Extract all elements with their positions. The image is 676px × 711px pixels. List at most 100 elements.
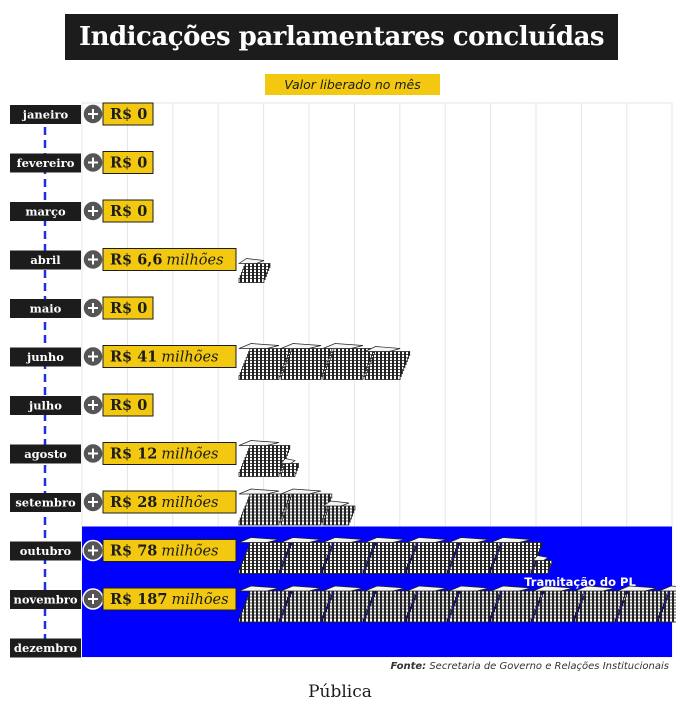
plus-sign[interactable] <box>88 594 98 604</box>
cash-top <box>406 537 448 543</box>
value-number: R$ 6,6 <box>110 252 162 269</box>
cash-top <box>364 346 401 352</box>
plus-sign[interactable] <box>88 109 98 119</box>
plus-sign[interactable] <box>88 448 98 459</box>
plus-circle-icon[interactable] <box>82 394 104 416</box>
plus-sign[interactable] <box>88 497 98 507</box>
cash-bundle <box>669 590 676 596</box>
value-label-box <box>102 490 237 514</box>
plus-sign[interactable] <box>88 400 98 410</box>
value-number: R$ 0 <box>110 106 147 123</box>
cash-bundle <box>665 599 676 605</box>
plus-sign[interactable] <box>88 545 98 556</box>
month-label: fevereiro <box>17 156 75 170</box>
plus-circle-icon[interactable] <box>82 588 104 610</box>
cash-bundle <box>448 617 490 623</box>
chart-subtitle: Valor liberado no mês <box>265 74 440 95</box>
cash-top <box>574 585 616 592</box>
month-label-box <box>10 590 81 609</box>
value-number: R$ 28 <box>110 494 157 511</box>
cash-top <box>238 585 280 592</box>
month-label: novembro <box>14 593 78 607</box>
plus-sign[interactable] <box>88 351 98 362</box>
cash-stack-icon <box>322 343 375 380</box>
plus-circle-icon[interactable] <box>82 103 104 125</box>
value-number: R$ 187 <box>110 591 167 608</box>
value-unit: milhões <box>161 447 218 463</box>
cash-stack-icon <box>448 585 501 623</box>
cash-top <box>238 440 280 446</box>
cash-bundle <box>664 602 676 608</box>
cash-stack-icon <box>322 585 375 623</box>
cash-stack-icon <box>448 537 501 574</box>
chart-row: agosto R$ 12 milhões <box>10 440 300 477</box>
cash-top <box>238 537 280 543</box>
cash-top <box>616 585 658 592</box>
cash-top <box>322 537 364 543</box>
month-label: janeiro <box>22 108 69 122</box>
value-label: R$ 0 <box>110 106 147 123</box>
plus-circle-icon[interactable] <box>82 200 104 222</box>
cash-top <box>406 585 448 592</box>
cash-bundle <box>406 569 448 574</box>
cash-stack-icon <box>532 555 553 574</box>
chart-rows: janeiro R$ 0 fevereiro R$ 0 março R$ 0 abril R$… <box>10 102 676 658</box>
month-label-box <box>10 250 81 270</box>
cash-stack-icon <box>322 537 375 574</box>
plus-sign[interactable] <box>88 254 98 265</box>
cash-top <box>532 585 574 592</box>
cash-bundle <box>532 617 574 623</box>
chart-row: abril R$ 6,6 milhões <box>10 248 271 283</box>
plus-circle-icon[interactable] <box>82 297 104 319</box>
chart-row: março R$ 0 <box>10 199 154 223</box>
cash-bundle <box>663 605 676 611</box>
value-number: R$ 12 <box>110 446 157 463</box>
plus-circle-icon[interactable] <box>82 345 104 368</box>
cash-bundle <box>659 614 676 620</box>
plus-circle-icon[interactable] <box>82 248 104 271</box>
month-label-box <box>10 444 81 464</box>
cash-bundle <box>364 617 406 623</box>
cash-bundle <box>532 569 549 574</box>
cash-stack-icon <box>364 537 417 574</box>
chart-row: janeiro R$ 0 <box>10 102 154 126</box>
plus-sign[interactable] <box>88 303 98 313</box>
cash-stack-icon <box>574 585 627 623</box>
cash-bundle <box>668 593 676 599</box>
month-label-box <box>10 396 81 415</box>
plus-sign[interactable] <box>88 157 98 168</box>
cash-top <box>280 343 322 349</box>
month-label: abril <box>30 253 61 267</box>
plus-circle-icon[interactable] <box>82 442 104 465</box>
plus-sign[interactable] <box>88 206 98 216</box>
chart-row: outubro R$ 78 milhões <box>10 537 553 574</box>
month-label-box <box>10 493 81 512</box>
value-unit: milhões <box>161 495 218 511</box>
cash-stack-icon <box>237 258 271 283</box>
plus-circle-icon[interactable] <box>82 539 104 562</box>
value-label: R$ 12 milhões <box>110 446 219 463</box>
plus-circle-icon[interactable] <box>82 151 104 174</box>
cash-bundle <box>574 617 616 623</box>
cash-bundle <box>238 617 280 623</box>
cash-top <box>280 585 322 592</box>
cash-stack-icon <box>280 458 300 477</box>
month-label: março <box>25 205 66 219</box>
cash-stack-icon <box>321 500 356 526</box>
value-number: R$ 78 <box>110 543 157 560</box>
cash-stack-icon <box>364 346 411 380</box>
cash-top <box>321 500 350 507</box>
cash-bundle <box>238 472 280 477</box>
cash-bundle <box>667 596 676 602</box>
month-label-box <box>10 347 81 367</box>
cash-stack-icon <box>238 585 291 623</box>
value-label: R$ 0 <box>110 300 147 317</box>
cash-bundle <box>364 569 406 574</box>
plus-circle-icon[interactable] <box>82 491 104 513</box>
cash-bundle <box>490 617 532 623</box>
chart-row: novembro R$ 187 milhões <box>10 585 676 623</box>
month-label-box <box>10 299 81 318</box>
highlight-annotation-line: Tramitação do PL <box>524 575 636 589</box>
cash-bundle <box>364 375 401 380</box>
